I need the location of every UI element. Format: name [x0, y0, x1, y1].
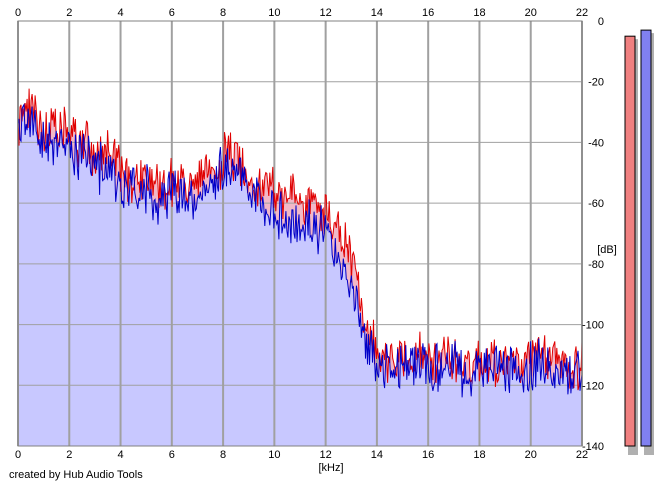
credit-text: created by Hub Audio Tools [9, 469, 143, 481]
y-tick-label: -120 [582, 380, 604, 392]
x-tick-label-top: 12 [320, 7, 332, 19]
level-meter-1 [624, 35, 636, 447]
x-tick-label-bottom: 14 [371, 449, 383, 461]
x-tick-label-top: 14 [371, 7, 383, 19]
x-tick-label-bottom: 6 [169, 449, 175, 461]
x-tick-label-top: 18 [473, 7, 485, 19]
x-tick-label-top: 16 [422, 7, 434, 19]
y-tick-label: 0 [598, 16, 604, 28]
x-tick-label-bottom: 20 [525, 449, 537, 461]
x-tick-label-top: 10 [268, 7, 280, 19]
y-tick-label: -60 [588, 198, 604, 210]
plot-frame [17, 20, 583, 447]
level-meter-2 [640, 29, 652, 447]
y-tick-label: -40 [588, 137, 604, 149]
x-tick-label-bottom: 16 [422, 449, 434, 461]
x-tick-label-bottom: 12 [320, 449, 332, 461]
y-tick-label: -140 [582, 441, 604, 453]
x-tick-label-bottom: 10 [268, 449, 280, 461]
x-tick-label-bottom: 8 [220, 449, 226, 461]
x-tick-label-top: 4 [117, 7, 123, 19]
x-axis-label: [kHz] [318, 462, 343, 474]
x-tick-label-top: 20 [525, 7, 537, 19]
x-tick-label-top: 22 [576, 7, 588, 19]
x-tick-label-bottom: 4 [117, 449, 123, 461]
x-tick-label-top: 6 [169, 7, 175, 19]
x-tick-label-bottom: 18 [473, 449, 485, 461]
series-2-line [17, 102, 583, 398]
y-axis-label: [dB] [597, 244, 617, 256]
x-tick-label-top: 8 [220, 7, 226, 19]
x-tick-label-top: 2 [66, 7, 72, 19]
x-tick-label-top: 0 [15, 7, 21, 19]
y-tick-label: -100 [582, 320, 604, 332]
x-tick-label-bottom: 0 [15, 449, 21, 461]
x-tick-label-bottom: 2 [66, 449, 72, 461]
y-tick-label: -80 [588, 259, 604, 271]
x-tick-label-bottom: 22 [576, 449, 588, 461]
y-tick-label: -20 [588, 77, 604, 89]
